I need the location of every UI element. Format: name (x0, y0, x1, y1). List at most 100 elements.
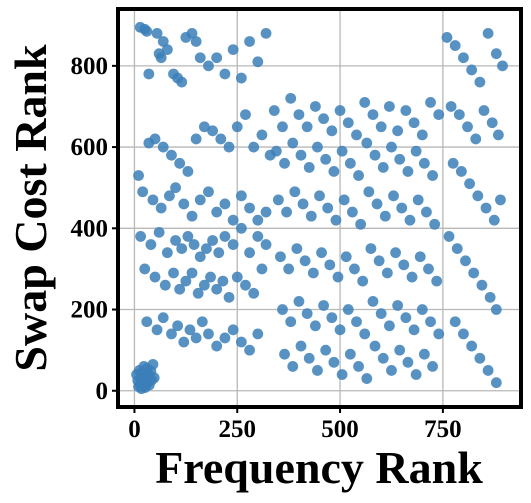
data-point (153, 226, 165, 238)
data-point (141, 25, 153, 37)
data-point (381, 267, 393, 279)
data-point (392, 125, 404, 137)
tick-marks (112, 64, 444, 413)
x-axis-label: Frequency Rank (155, 442, 483, 493)
data-point (244, 344, 255, 356)
data-point (205, 271, 216, 283)
data-point (334, 324, 346, 336)
data-point (495, 194, 506, 206)
data-point (451, 243, 463, 255)
data-point (139, 263, 151, 275)
data-point (441, 32, 453, 43)
data-point (260, 239, 272, 250)
data-point (151, 324, 163, 336)
data-point (148, 372, 160, 384)
data-point (460, 255, 471, 267)
data-point (190, 36, 202, 47)
data-point (416, 129, 428, 141)
data-point (458, 328, 469, 340)
data-point (388, 190, 399, 202)
data-point (379, 210, 391, 222)
data-point (207, 125, 218, 137)
data-point (431, 275, 443, 287)
data-point (318, 300, 330, 311)
data-point (332, 271, 344, 283)
data-point (400, 105, 412, 116)
data-point (365, 243, 377, 255)
data-point (223, 291, 235, 303)
data-point (272, 194, 284, 206)
data-point (449, 316, 461, 328)
data-point (248, 287, 260, 299)
data-point (260, 27, 272, 39)
data-point (215, 133, 227, 145)
data-point (207, 235, 218, 246)
data-point (235, 222, 247, 234)
data-point (427, 170, 438, 181)
data-point (423, 263, 434, 275)
data-point (455, 166, 467, 177)
data-point (174, 157, 186, 169)
data-point (375, 121, 387, 133)
data-point (170, 235, 181, 246)
data-point (357, 275, 369, 287)
data-point (418, 157, 430, 169)
data-point (235, 72, 247, 84)
data-point (394, 344, 406, 356)
data-point (359, 97, 371, 108)
data-point (464, 178, 475, 190)
data-point (466, 64, 478, 76)
data-points (131, 21, 508, 395)
data-point (293, 109, 305, 120)
data-point (429, 218, 441, 230)
data-point (178, 198, 190, 210)
y-tick-label: 800 (71, 53, 109, 80)
data-point (211, 206, 223, 218)
data-point (312, 365, 323, 376)
data-point (316, 247, 327, 259)
data-point (244, 202, 255, 214)
data-point (283, 263, 295, 275)
data-point (359, 328, 371, 340)
data-point (328, 166, 340, 177)
data-point (252, 231, 264, 242)
data-point (468, 267, 480, 279)
data-point (478, 105, 490, 116)
data-point (445, 101, 457, 112)
data-point (240, 279, 251, 291)
y-tick-label: 200 (71, 297, 109, 324)
data-point (157, 312, 169, 324)
data-point (443, 231, 455, 242)
data-point (303, 352, 315, 364)
data-point (462, 121, 473, 133)
data-point (363, 186, 375, 198)
data-point (400, 312, 412, 324)
data-point (351, 316, 362, 328)
x-tick-label: 750 (424, 416, 462, 443)
y-tick-label: 600 (71, 134, 109, 161)
data-point (307, 267, 319, 279)
data-point (159, 279, 171, 291)
data-point (470, 133, 482, 145)
data-point (161, 44, 173, 56)
data-point (270, 145, 282, 157)
data-point (336, 369, 348, 380)
data-point (472, 190, 484, 202)
data-point (390, 247, 401, 259)
data-point (211, 52, 223, 64)
data-point (161, 247, 173, 259)
x-tick-label: 0 (128, 416, 141, 443)
data-point (170, 182, 181, 194)
data-point (324, 259, 336, 271)
data-point (297, 198, 309, 210)
data-point (277, 304, 288, 315)
data-point (196, 316, 208, 328)
data-point (149, 271, 161, 283)
data-point (285, 316, 297, 328)
data-point (289, 186, 301, 198)
data-point (406, 271, 418, 283)
data-point (482, 365, 494, 376)
data-point (418, 348, 430, 360)
data-point (312, 141, 323, 153)
data-point (486, 117, 498, 129)
